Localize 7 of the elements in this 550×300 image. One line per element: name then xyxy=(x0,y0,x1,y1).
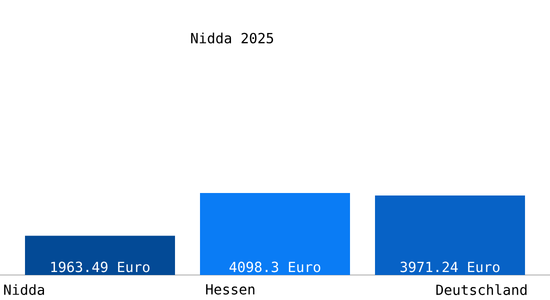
chart-title: Nidda 2025 xyxy=(191,32,274,44)
x-tick-label: Nidda xyxy=(4,284,44,295)
x-tick-label: Hessen xyxy=(206,284,254,295)
data-label: 3971.24 Euro xyxy=(400,262,500,272)
data-label: 4098.3 Euro xyxy=(230,262,320,272)
x-tick-label: Deutschland xyxy=(436,284,526,296)
data-label: 1963.49 Euro xyxy=(51,262,150,272)
